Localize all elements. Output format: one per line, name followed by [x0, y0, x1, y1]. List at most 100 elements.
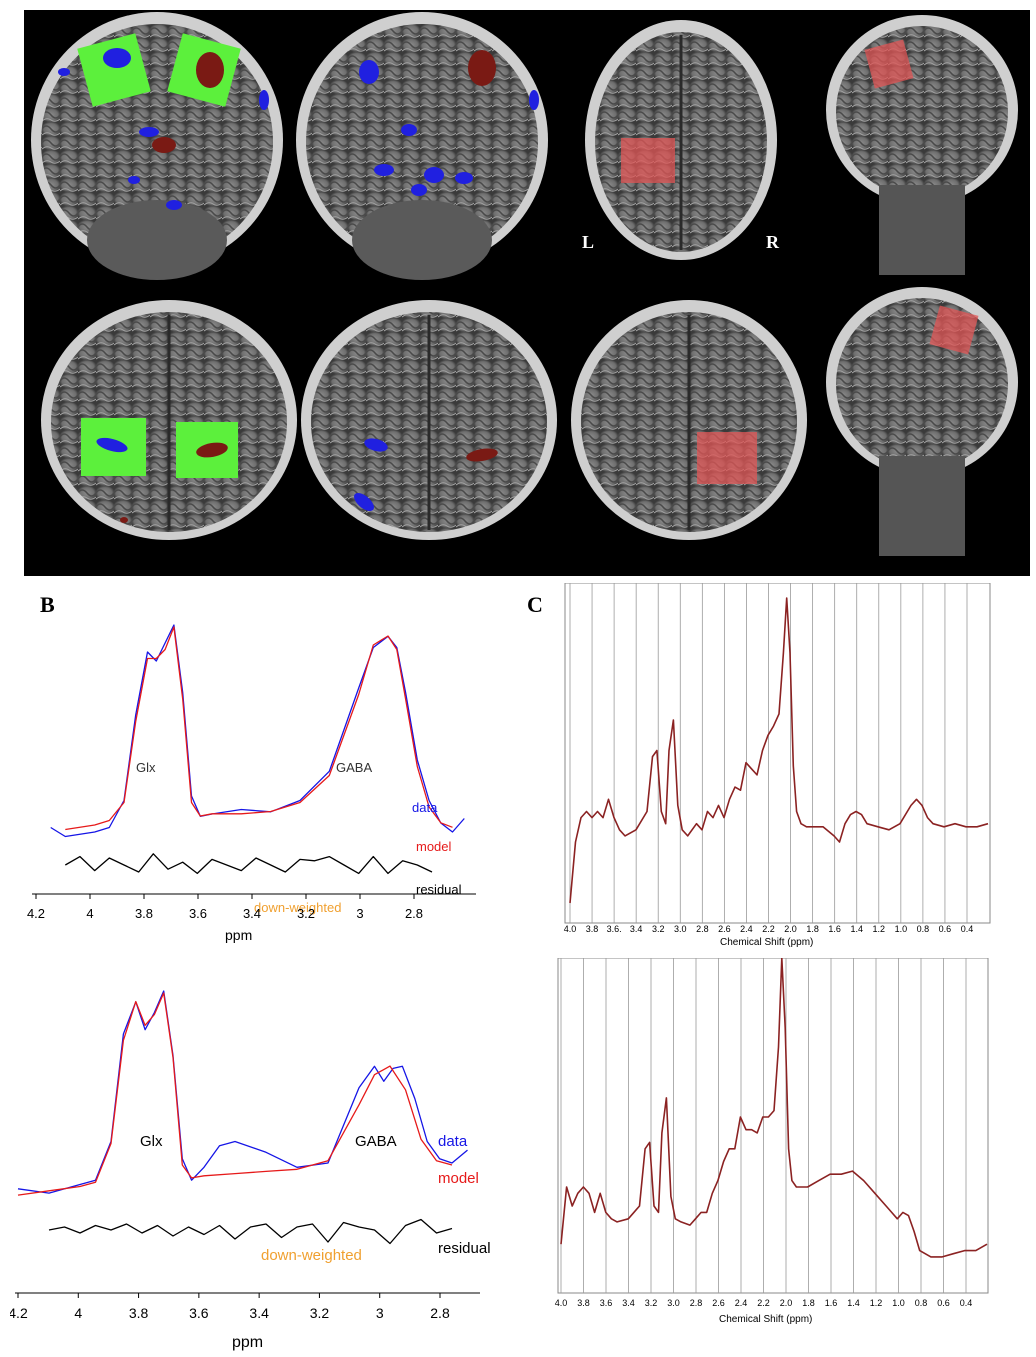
- panel-label-c: C: [527, 592, 543, 617]
- mri-coronal-voxel-1: [826, 15, 1018, 275]
- mri-axial-voxel-1: L R: [582, 20, 780, 260]
- mri-axial-1: [41, 300, 297, 540]
- x-tick-label: 3.2: [310, 1305, 330, 1321]
- x-tick-label: 3.8: [577, 1298, 590, 1308]
- panel-label-b: B: [40, 592, 55, 617]
- legend-model-label: model: [416, 839, 452, 854]
- x-tick-label: 3: [376, 1305, 384, 1321]
- series-residual-line: [48, 1218, 453, 1245]
- x-axis-ticks: 4.0 3.8 3.6 3.4 3.2 3.0 2.8 2.6 2.4 2.2 2.0 1.8 1.6 1…: [555, 1298, 973, 1308]
- mri-coronal-1: [31, 12, 283, 280]
- x-tick-label: 4.0: [555, 1298, 568, 1308]
- x-tick-label: 3.4: [622, 1298, 635, 1308]
- panel-c-bottom-plot-area: [560, 958, 988, 1258]
- x-axis-ticks: 4.0 3.8 3.6. 3.4 3.2 3.0 2.8 2.6 2.4 2.2 2.0 1.8 1.6…: [564, 924, 974, 934]
- plot-frame: [557, 958, 989, 1294]
- x-tick-label: 0.8: [917, 924, 930, 934]
- mri-panel: L R: [24, 10, 1030, 576]
- x-tick-label: 3.8: [135, 906, 153, 921]
- panel-c-bottom-chart: 4.0 3.8 3.6 3.4 3.2 3.0 2.8 2.6 2.4 2.2 2.0 1.8 1.6 1…: [555, 958, 989, 1325]
- mri-coronal-voxel-2: [826, 287, 1018, 556]
- series-model-line: [17, 992, 453, 1196]
- x-tick-label: 3: [356, 906, 363, 921]
- x-tick-label: 3.8: [129, 1305, 149, 1321]
- x-tick-label: 3.2: [645, 1298, 658, 1308]
- x-axis-label: ppm: [225, 927, 252, 943]
- legend-data-label: data: [412, 800, 438, 815]
- x-tick-label: 2.0: [784, 924, 797, 934]
- x-tick-label: 4.0: [564, 924, 577, 934]
- panel-b-bottom-chart: Glx GABA data model residual down-weight…: [10, 990, 491, 1351]
- panel-b-bottom-plot-area: [17, 990, 468, 1245]
- x-axis-label: Chemical Shift (ppm): [719, 1314, 812, 1325]
- legend-residual-label: residual: [438, 1240, 491, 1257]
- series-residual-line: [64, 853, 433, 875]
- mri-coronal-2: [296, 12, 548, 280]
- x-tick-label: 4: [74, 1305, 82, 1321]
- legend-downweighted-label: down-weighted: [254, 900, 341, 915]
- x-tick-label: 3.6: [600, 1298, 613, 1308]
- voxel-red-coronal-left: [864, 39, 914, 89]
- x-axis-label: Chemical Shift (ppm): [720, 937, 813, 948]
- peak-label-glx: Glx: [136, 760, 156, 775]
- x-tick-label: 2.0: [780, 1298, 793, 1308]
- peak-label-glx: Glx: [140, 1133, 163, 1150]
- plot-frame: [564, 583, 991, 924]
- series-spectrum-line: [560, 958, 988, 1258]
- x-tick-label: 2.8: [430, 1305, 450, 1321]
- roi-green-left: [77, 33, 151, 107]
- x-tick-label: 4: [86, 906, 93, 921]
- x-tick-label: 1.0: [895, 924, 908, 934]
- gridlines: [560, 958, 967, 1293]
- x-tick-label: 0.6: [939, 924, 952, 934]
- orientation-left-label: L: [582, 232, 594, 252]
- x-tick-label: 3.8: [586, 924, 599, 934]
- x-tick-label: 1.2: [873, 924, 886, 934]
- x-tick-label: 1.4: [850, 924, 863, 934]
- panel-b-top-plot-area: [50, 624, 465, 875]
- gridlines: [569, 583, 968, 923]
- x-tick-label: 0.4: [961, 924, 974, 934]
- legend-model-label: model: [438, 1170, 479, 1187]
- panel-b-top-chart: Glx GABA data model residual down-weight…: [27, 624, 476, 943]
- x-tick-label: 0.6: [937, 1298, 950, 1308]
- legend-data-label: data: [438, 1133, 468, 1150]
- x-tick-label: 1.6: [825, 1298, 838, 1308]
- series-data-line: [17, 990, 468, 1194]
- panel-c-top-chart: 4.0 3.8 3.6. 3.4 3.2 3.0 2.8 2.6 2.4 2.2 2.0 1.8 1.6…: [564, 583, 991, 948]
- x-tick-label: 1.6: [828, 924, 841, 934]
- x-tick-label: 2.2: [757, 1298, 770, 1308]
- x-tick-label: 4.2: [10, 1305, 28, 1321]
- x-tick-label: 1.2: [870, 1298, 883, 1308]
- legend-downweighted-label: down-weighted: [261, 1247, 362, 1264]
- series-model-line: [65, 626, 453, 831]
- x-tick-label: 3.6.: [607, 924, 622, 934]
- mri-axial-voxel-2: [571, 300, 807, 540]
- voxel-red-coronal-right: [929, 305, 979, 355]
- series-data-line: [50, 624, 465, 838]
- x-tick-label: 3.4: [243, 906, 261, 921]
- x-tick-label: 2.6: [718, 924, 731, 934]
- mri-axial-2: [301, 300, 557, 540]
- x-tick-label: 1.4: [847, 1298, 860, 1308]
- peak-label-gaba: GABA: [336, 760, 372, 775]
- series-spectrum-line: [569, 597, 989, 904]
- orientation-right-label: R: [766, 232, 780, 252]
- voxel-red-left: [621, 138, 675, 183]
- panel-c-top-plot-area: [569, 597, 989, 904]
- x-tick-label: 3.6: [189, 1305, 209, 1321]
- x-tick-label: 2.4: [740, 924, 753, 934]
- peak-label-gaba: GABA: [355, 1133, 397, 1150]
- x-tick-label: 1.8: [806, 924, 819, 934]
- x-tick-label: 2.4: [735, 1298, 748, 1308]
- x-tick-label: 3.0: [667, 1298, 680, 1308]
- x-tick-label: 3.0: [674, 924, 687, 934]
- x-tick-label: 0.8: [915, 1298, 928, 1308]
- x-tick-label: 0.4: [960, 1298, 973, 1308]
- x-axis-ticks: 4.2 4 3.8 3.6 3.4 3.2 3 2.8: [27, 894, 423, 921]
- x-axis-ticks: 4.2 4 3.8 3.6 3.4 3.2 3 2.8: [10, 1293, 450, 1321]
- x-tick-label: 1.8: [802, 1298, 815, 1308]
- voxel-red-right: [697, 432, 757, 484]
- x-tick-label: 3.6: [189, 906, 207, 921]
- x-tick-label: 3.2: [297, 906, 315, 921]
